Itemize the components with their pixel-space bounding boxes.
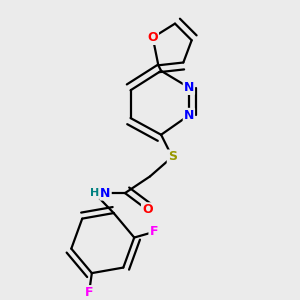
Text: N: N: [184, 81, 194, 94]
Text: F: F: [85, 286, 93, 299]
Text: O: O: [148, 31, 158, 44]
Text: N: N: [100, 187, 111, 200]
Text: H: H: [90, 188, 99, 198]
Text: O: O: [142, 203, 152, 216]
Text: N: N: [184, 109, 194, 122]
Text: S: S: [168, 151, 177, 164]
Text: F: F: [149, 226, 158, 238]
